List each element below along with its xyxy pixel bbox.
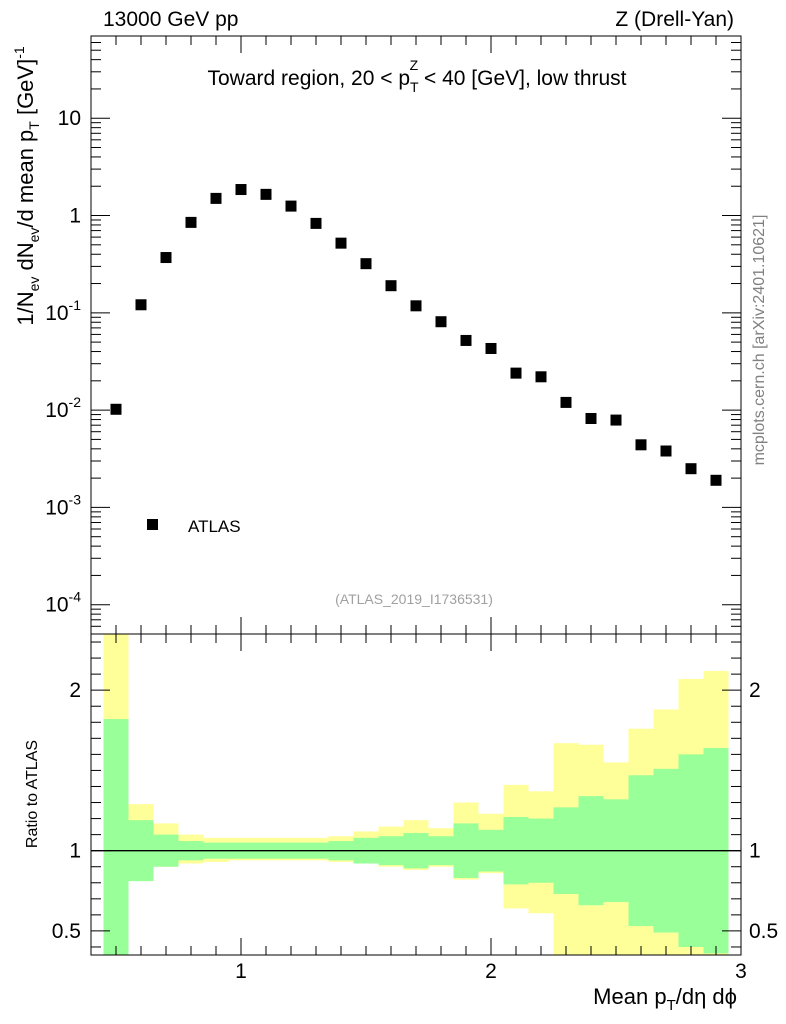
y-tick-label: 10 [58,107,81,130]
header-left: 13000 GeV pp [103,8,239,31]
data-point [360,258,372,270]
data-point [260,188,272,200]
x-tick-label: 3 [735,960,747,983]
data-point [135,299,147,311]
ratio-band-green-bin [103,719,129,955]
side-label: mcplots.cern.ch [arXiv:2401.10621] [751,215,768,466]
data-point [635,439,647,451]
x-axis-label: Mean pT/dη dϕ [593,984,737,1014]
y-tick-label: 1 [69,205,81,228]
data-markers [110,184,722,530]
y-axis-label: 1/Nev dNev/d mean pT [GeV]-1 [11,46,42,326]
data-point [685,463,697,475]
data-point [335,237,347,249]
plot-title: Toward region, 20 < pTZ < 40 [GeV], low … [207,57,626,95]
ratio-y-tick-label: 0.5 [52,920,81,943]
data-point [560,396,572,408]
data-point [310,217,322,229]
main-panel-frame [90,35,742,635]
header-right: Z (Drell-Yan) [615,8,734,31]
data-point [660,445,672,457]
data-point [485,342,497,354]
y-tick-label: 10-3 [45,491,81,519]
legend-marker [147,519,158,530]
data-point [710,474,722,486]
data-point [535,371,547,383]
data-point [610,414,622,426]
ratio-y-axis-label: Ratio to ATLAS [24,740,41,848]
data-point [160,252,172,264]
data-point [185,216,197,228]
data-point [585,413,597,425]
ratio-y-tick-label: 1 [69,840,81,863]
ratio-bands [103,634,729,955]
ratio-y-tick-label: 2 [69,679,81,702]
y-tick-label: 10-1 [45,297,81,325]
data-point [435,316,447,328]
analysis-annotation: (ATLAS_2019_I1736531) [335,591,493,607]
ratio-y-tick-label-right: 1 [749,840,761,863]
data-point [235,184,247,196]
ratio-y-tick-label-right: 0.5 [749,920,778,943]
data-point [510,367,522,379]
data-point [385,280,397,292]
y-tick-label: 10-2 [45,394,81,422]
y-tick-label: 10-4 [45,589,81,617]
data-point [410,300,422,312]
legend-label: ATLAS [188,517,241,536]
x-tick-label: 1 [235,960,247,983]
data-point [210,192,222,204]
data-point [285,200,297,212]
x-tick-label: 2 [485,960,497,983]
data-point [460,334,472,346]
data-point [110,403,122,415]
ratio-y-tick-label-right: 2 [749,679,761,702]
